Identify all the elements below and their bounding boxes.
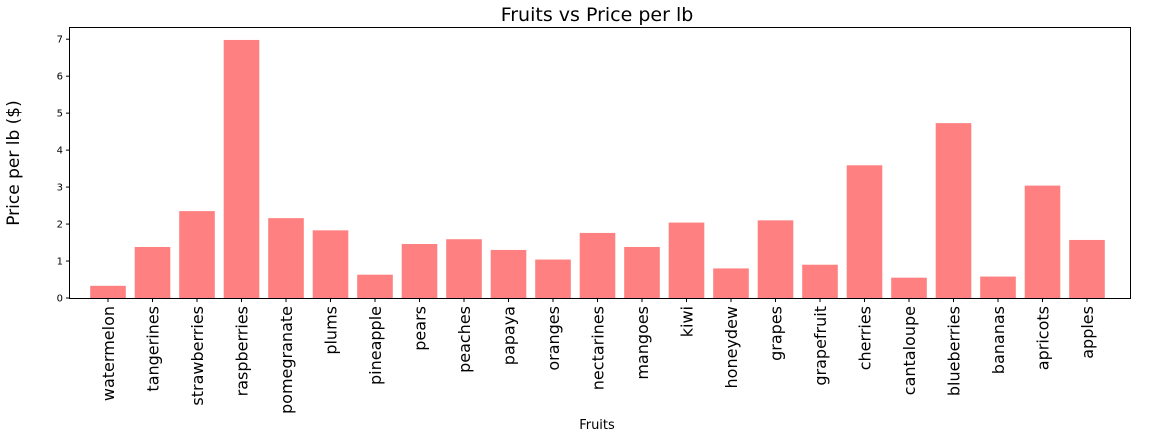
y-tick-label: 6 [57, 72, 63, 83]
bar-blueberries [935, 123, 972, 298]
bar-mangoes [624, 246, 660, 298]
bar-apples [1069, 239, 1105, 298]
x-tick-label-grapefruit: grapefruit [811, 306, 830, 386]
x-tick-label-raspberries: raspberries [233, 306, 252, 396]
bar-peaches [446, 239, 482, 298]
x-tick-label-bananas: bananas [989, 306, 1008, 374]
x-tick-label-tangerines: tangerines [144, 306, 163, 392]
x-tick-label-honeydew: honeydew [722, 306, 741, 388]
bar-honeydew [713, 268, 749, 298]
y-tick-label: 0 [57, 294, 63, 305]
x-axis-ticks: watermelon tangerines strawberries raspberr… [99, 298, 1097, 414]
bar-nectarines [579, 232, 616, 298]
x-tick-label-apples: apples [1078, 306, 1097, 359]
x-tick-label-kiwi: kiwi [678, 306, 697, 337]
bar-apricots [1024, 185, 1061, 298]
y-tick-label: 5 [57, 109, 63, 120]
bar-strawberries [179, 211, 215, 298]
x-tick-label-nectarines: nectarines [589, 306, 608, 390]
bar-grapes [757, 220, 794, 298]
x-axis-label: Fruits [579, 418, 615, 433]
bar-pineapple [357, 274, 393, 298]
x-tick-label-watermelon: watermelon [99, 306, 118, 401]
x-tick-label-cherries: cherries [856, 306, 875, 370]
plot-frame [69, 27, 1131, 299]
y-tick-label: 4 [57, 146, 63, 157]
bar-tangerines [134, 246, 171, 298]
x-tick-label-pineapple: pineapple [366, 306, 385, 385]
chart-title: Fruits vs Price per lb [501, 4, 694, 26]
bars-group [90, 39, 1105, 298]
bar-cherries [846, 165, 883, 298]
bar-pears [401, 244, 438, 298]
y-axis-label: Price per lb ($) [4, 100, 24, 226]
y-tick-label: 3 [57, 183, 63, 194]
bar-plums [312, 230, 349, 298]
bar-oranges [535, 259, 571, 298]
bar-bananas [980, 276, 1016, 298]
x-tick-label-cantaloupe: cantaloupe [900, 306, 919, 395]
x-tick-label-plums: plums [322, 306, 341, 355]
bar-raspberries [223, 39, 260, 298]
y-tick-label: 2 [57, 220, 63, 231]
bar-kiwi [668, 222, 705, 298]
x-tick-label-blueberries: blueberries [945, 306, 964, 396]
bar-pomegranate [268, 218, 304, 298]
bar-papaya [490, 249, 527, 298]
bar-watermelon [90, 285, 126, 298]
x-tick-label-pomegranate: pomegranate [277, 306, 296, 414]
x-tick-label-strawberries: strawberries [188, 306, 207, 406]
bar-cantaloupe [891, 277, 927, 298]
x-tick-label-mangoes: mangoes [633, 306, 652, 380]
x-tick-label-apricots: apricots [1034, 306, 1053, 370]
x-tick-label-peaches: peaches [455, 306, 474, 373]
x-tick-label-oranges: oranges [544, 306, 563, 371]
x-tick-label-grapes: grapes [767, 306, 786, 361]
y-tick-label: 7 [57, 35, 63, 46]
y-tick-label: 1 [57, 257, 63, 268]
bar-grapefruit [802, 264, 838, 298]
x-tick-label-papaya: papaya [500, 306, 519, 365]
x-tick-label-pears: pears [411, 306, 430, 351]
y-axis-ticks: 0 1 2 3 4 5 6 7 [57, 35, 70, 305]
